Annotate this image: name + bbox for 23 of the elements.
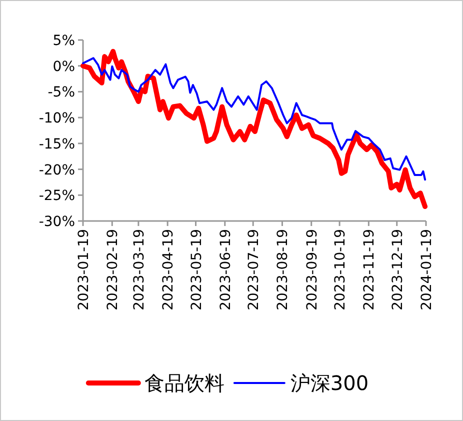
x-tick-label: 2023-11-19: [362, 229, 378, 310]
y-tick-label: 0%: [52, 58, 75, 75]
x-tick-label: 2023-12-19: [390, 229, 406, 310]
x-tick-label: 2023-02-19: [105, 229, 122, 310]
x-tick-label: 2023-09-19: [304, 229, 320, 310]
x-tick-label: 2023-05-19: [188, 229, 205, 310]
x-tick-label: 2023-10-19: [332, 229, 349, 310]
x-tick-label: 2023-04-19: [160, 229, 177, 310]
x-tick-label: 2024-01-19: [419, 229, 435, 310]
y-tick-label: -25%: [38, 188, 75, 204]
x-tick-label: 2023-07-19: [246, 229, 262, 310]
legend-label: 沪深300: [290, 371, 369, 395]
x-tick-label: 2023-01-19: [76, 229, 92, 310]
y-tick-label: -5%: [48, 84, 75, 101]
x-tick-label: 2023-08-19: [275, 229, 292, 310]
x-tick-label: 2023-03-19: [131, 229, 148, 310]
y-tick-label: -15%: [38, 136, 75, 152]
legend-label: 食品饮料: [144, 371, 224, 395]
y-tick-label: -20%: [38, 162, 75, 178]
y-tick-label: -30%: [38, 214, 75, 230]
y-tick-label: 5%: [52, 33, 75, 49]
x-tick-label: 2023-06-19: [218, 229, 234, 310]
y-tick-label: -10%: [38, 110, 75, 127]
